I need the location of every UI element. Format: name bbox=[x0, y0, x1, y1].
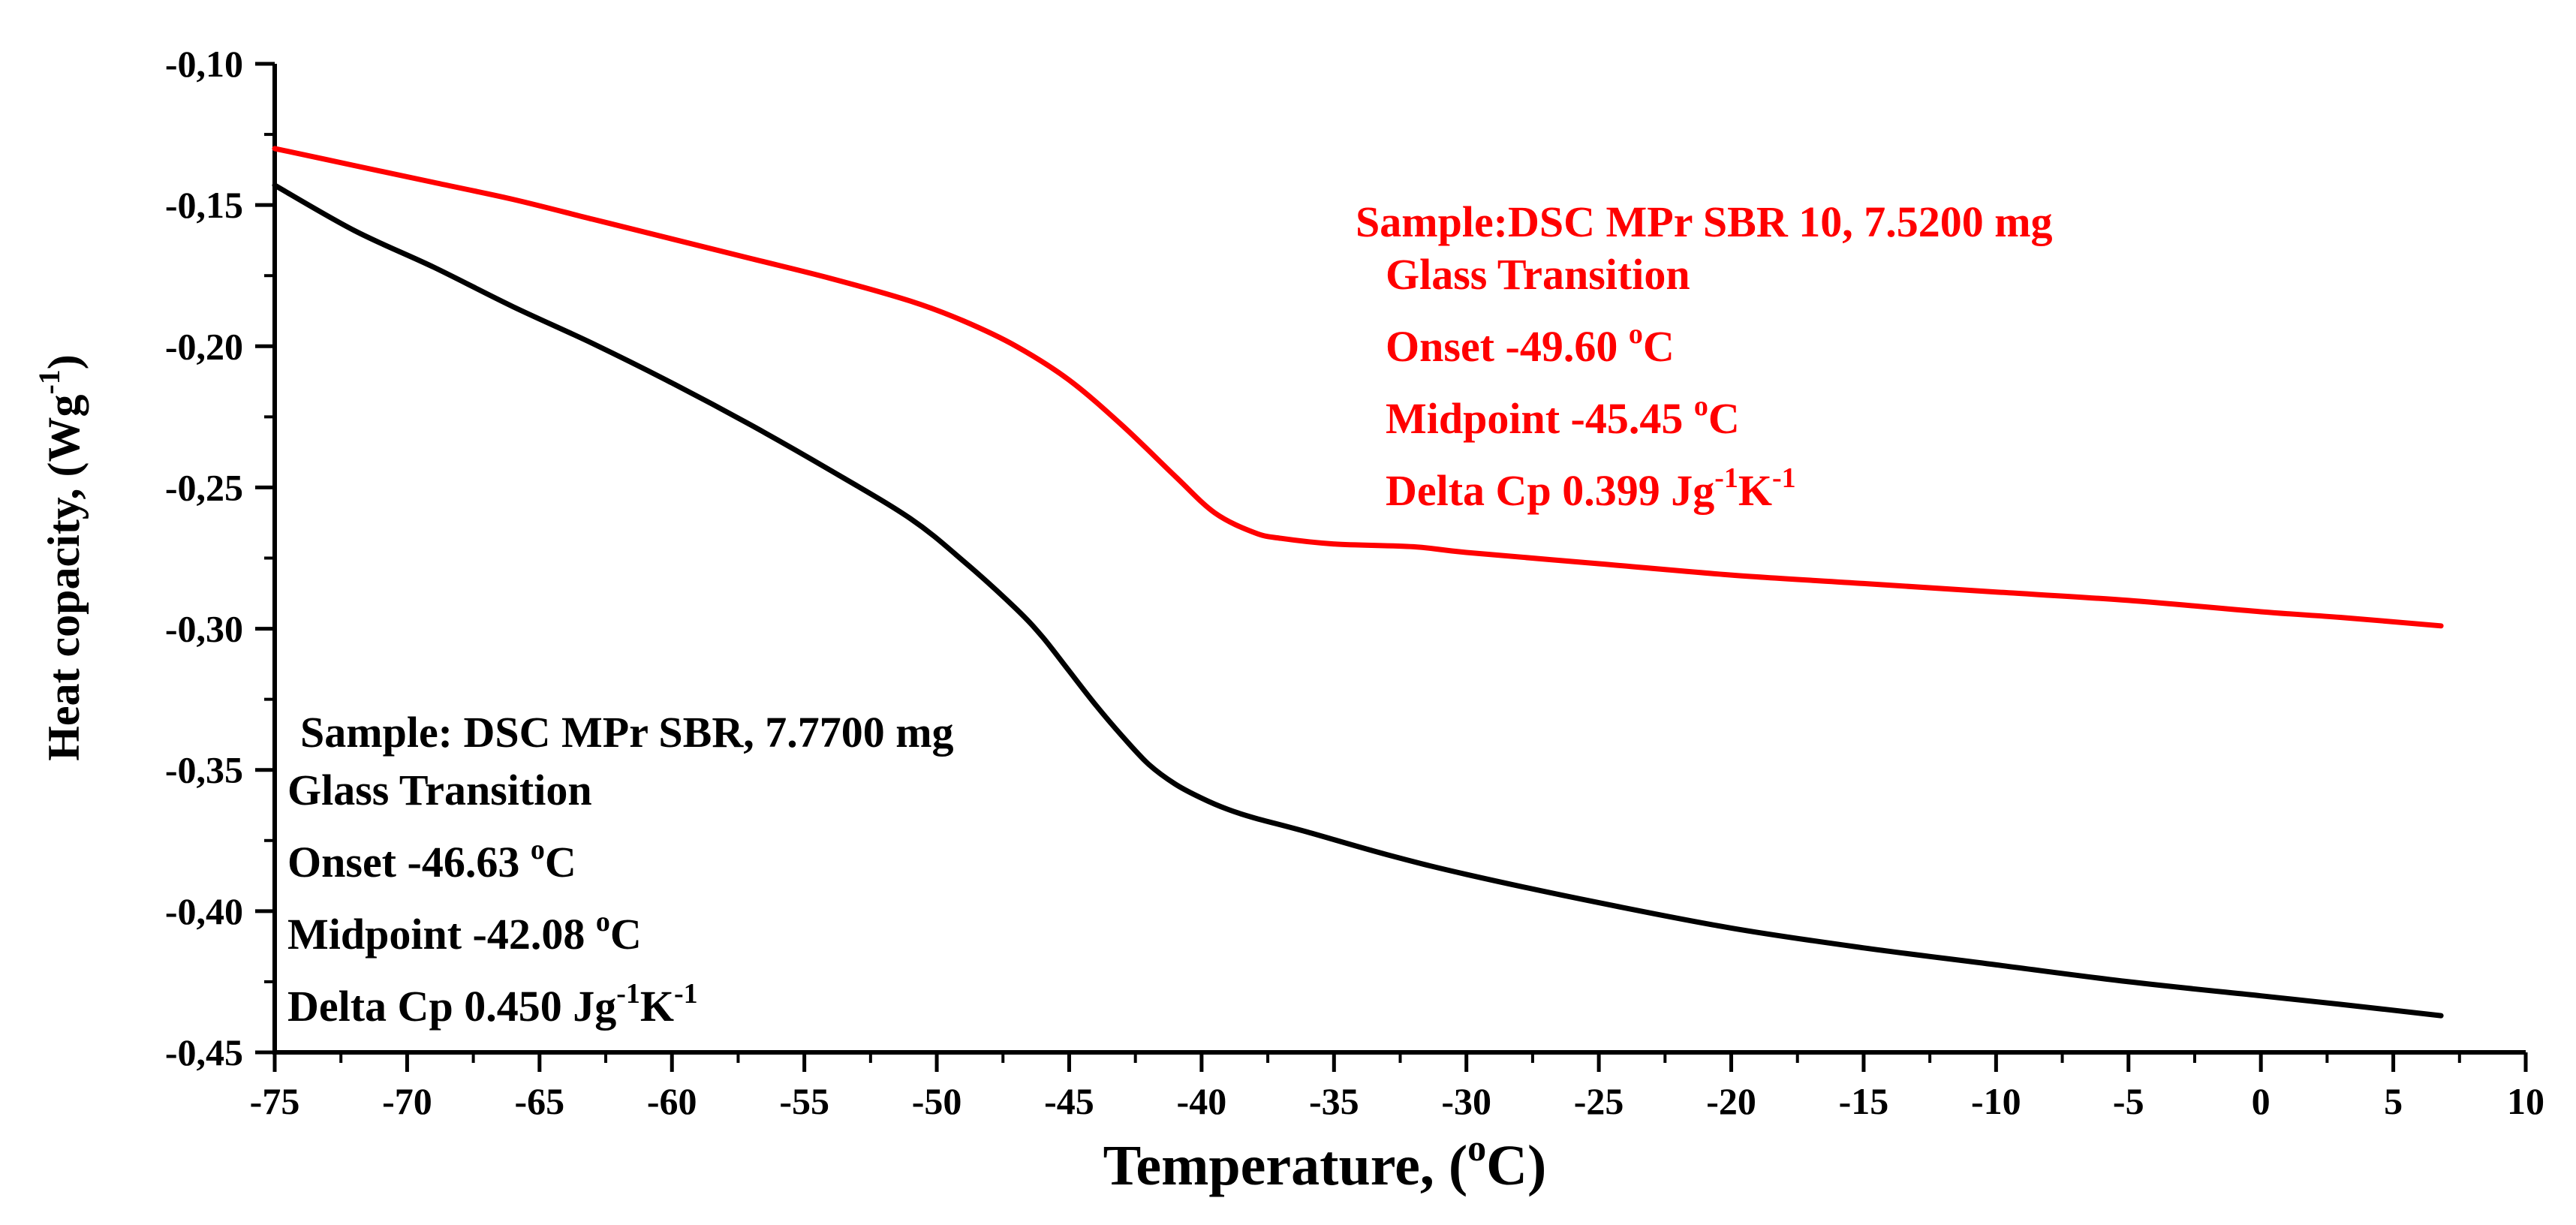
series-line-red bbox=[272, 146, 2444, 629]
x-tick-label: -5 bbox=[2113, 1080, 2144, 1122]
annotation-red-onset: Onset -49.60 oC bbox=[1386, 318, 1675, 371]
y-tick-label: -0,30 bbox=[165, 608, 243, 650]
x-tick-label: -15 bbox=[1839, 1080, 1889, 1122]
y-tick-label: -0,20 bbox=[165, 325, 243, 367]
y-tick-label: -0,40 bbox=[165, 890, 243, 932]
series-layer bbox=[272, 146, 2444, 1019]
y-tick-label: -0,10 bbox=[165, 43, 243, 85]
x-tick-label: -45 bbox=[1044, 1080, 1094, 1122]
annotation-black-onset: Onset -46.63 oC bbox=[287, 834, 576, 886]
x-tick-label: -40 bbox=[1177, 1080, 1227, 1122]
x-tick-label: 0 bbox=[2252, 1080, 2271, 1122]
annotation-red-title: Glass Transition bbox=[1386, 250, 1690, 299]
x-tick-label: -65 bbox=[514, 1080, 564, 1122]
series-line-black bbox=[272, 182, 2444, 1019]
x-tick-label: -35 bbox=[1309, 1080, 1359, 1122]
y-tick-label: -0,45 bbox=[165, 1031, 243, 1073]
x-tick-label: -55 bbox=[779, 1080, 829, 1122]
annotation-red: Sample:DSC MPr SBR 10, 7.5200 mg Glass T… bbox=[1356, 197, 2053, 515]
annotation-black-sample: Sample: DSC MPr SBR, 7.7700 mg bbox=[300, 708, 954, 757]
y-axis-title: Heat copacity, (Wg-1) bbox=[32, 354, 89, 761]
x-tick-label: -50 bbox=[912, 1080, 962, 1122]
x-tick-label: -30 bbox=[1441, 1080, 1491, 1122]
y-tick-label: -0,25 bbox=[165, 466, 243, 508]
y-tick-label: -0,35 bbox=[165, 749, 243, 791]
annotation-black: Sample: DSC MPr SBR, 7.7700 mg Glass Tra… bbox=[287, 708, 954, 1031]
x-tick-label: 5 bbox=[2384, 1080, 2403, 1122]
annotation-red-sample: Sample:DSC MPr SBR 10, 7.5200 mg bbox=[1356, 197, 2053, 246]
x-axis-title: Temperature, (oC) bbox=[1103, 1127, 1547, 1197]
annotation-black-title: Glass Transition bbox=[287, 766, 592, 814]
y-tick-group: -0,10 -0,15 -0,20 -0,25 -0,30 -0,35 -0,40 -0,45 bbox=[165, 43, 275, 1073]
x-tick-label: -25 bbox=[1574, 1080, 1624, 1122]
x-tick-label: 10 bbox=[2507, 1080, 2544, 1122]
x-tick-label: -75 bbox=[250, 1080, 300, 1122]
annotation-black-midpoint: Midpoint -42.08 oC bbox=[287, 906, 642, 959]
x-tick-label: -10 bbox=[1971, 1080, 2021, 1122]
x-tick-label: -60 bbox=[647, 1080, 697, 1122]
x-tick-label: -20 bbox=[1706, 1080, 1756, 1122]
annotation-black-delta-cp: Delta Cp 0.450 Jg-1K-1 bbox=[287, 978, 698, 1031]
x-tick-group: -75 -70 -65 -60 -55 -50 -45 -40 -35 -30 -25 -20 -15-… bbox=[250, 1052, 2544, 1122]
x-tick-label: -70 bbox=[382, 1080, 432, 1122]
annotation-red-midpoint: Midpoint -45.45 oC bbox=[1386, 390, 1740, 443]
annotation-red-delta-cp: Delta Cp 0.399 Jg-1K-1 bbox=[1386, 462, 1796, 515]
y-tick-label: -0,15 bbox=[165, 184, 243, 226]
